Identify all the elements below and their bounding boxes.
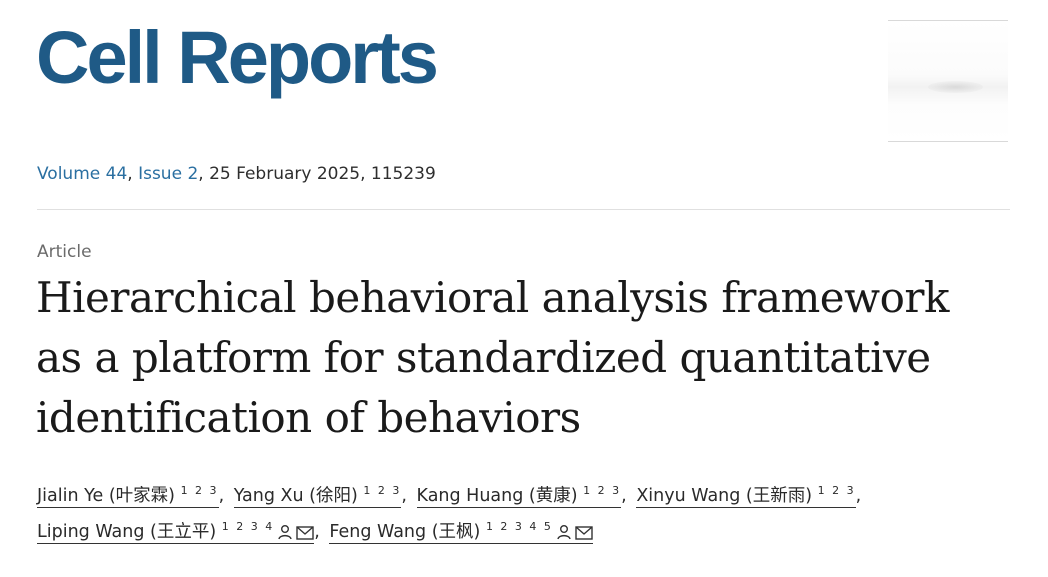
author-separator: , <box>855 486 862 506</box>
author-name: Jialin Ye (叶家霖) <box>37 486 175 506</box>
author-affiliations: 1 2 3 <box>180 484 219 498</box>
author-link-xinyu-wang[interactable]: Xinyu Wang (王新雨) 1 2 3 <box>636 484 856 508</box>
envelope-icon <box>296 521 314 549</box>
author-name: Kang Huang (黄康) <box>416 486 578 506</box>
author-link-kang-huang[interactable]: Kang Huang (黄康) 1 2 3 <box>416 484 622 508</box>
volume-link[interactable]: Volume 44 <box>37 164 128 184</box>
author-affiliations: 1 2 3 4 5 <box>485 520 553 534</box>
citation-date-and-id: , 25 February 2025, 115239 <box>198 164 436 184</box>
author-link-feng-wang[interactable]: Feng Wang (王枫) 1 2 3 4 5 <box>329 520 593 544</box>
citation-comma: , <box>127 164 139 184</box>
author-separator: , <box>621 486 627 506</box>
header-divider <box>37 209 1010 210</box>
title-line-1: Hierarchical behavioral analysis framewo… <box>36 273 949 322</box>
author-separator: , <box>401 486 407 506</box>
title-line-3: identification of behaviors <box>36 393 581 442</box>
person-icon <box>556 521 572 549</box>
citation-line: Volume 44, Issue 2, 25 February 2025, 11… <box>37 162 436 186</box>
author-link-jialin-ye[interactable]: Jialin Ye (叶家霖) 1 2 3 <box>37 484 219 508</box>
author-separator: , <box>314 522 320 542</box>
cover-image-detail <box>928 81 983 93</box>
person-icon <box>277 521 293 549</box>
issue-link[interactable]: Issue 2 <box>138 164 199 184</box>
author-list-row-2: Liping Wang (王立平) 1 2 3 4, Feng Wang (王枫… <box>37 518 593 549</box>
title-line-2: as a platform for standardized quantitat… <box>36 333 931 382</box>
author-link-liping-wang[interactable]: Liping Wang (王立平) 1 2 3 4 <box>37 520 315 544</box>
author-name: Yang Xu (徐阳) <box>233 486 358 506</box>
envelope-icon <box>575 521 593 549</box>
author-separator: , <box>218 486 225 506</box>
author-affiliations: 1 2 3 <box>363 484 402 498</box>
author-name: Feng Wang (王枫) <box>329 522 481 542</box>
author-affiliations: 1 2 3 <box>583 484 622 498</box>
journal-logo[interactable]: Cell Reports <box>36 16 439 99</box>
author-link-yang-xu[interactable]: Yang Xu (徐阳) 1 2 3 <box>233 484 402 508</box>
author-affiliations: 1 2 3 <box>817 484 856 498</box>
author-name: Xinyu Wang (王新雨) <box>636 486 813 506</box>
article-title: Hierarchical behavioral analysis framewo… <box>36 268 1016 448</box>
author-name: Liping Wang (王立平) <box>37 522 217 542</box>
article-type-label: Article <box>37 242 92 262</box>
author-list-row-1: Jialin Ye (叶家霖) 1 2 3, Yang Xu (徐阳) 1 2 … <box>37 482 861 510</box>
journal-cover-thumbnail[interactable] <box>888 20 1008 142</box>
author-affiliations: 1 2 3 4 <box>221 520 275 534</box>
